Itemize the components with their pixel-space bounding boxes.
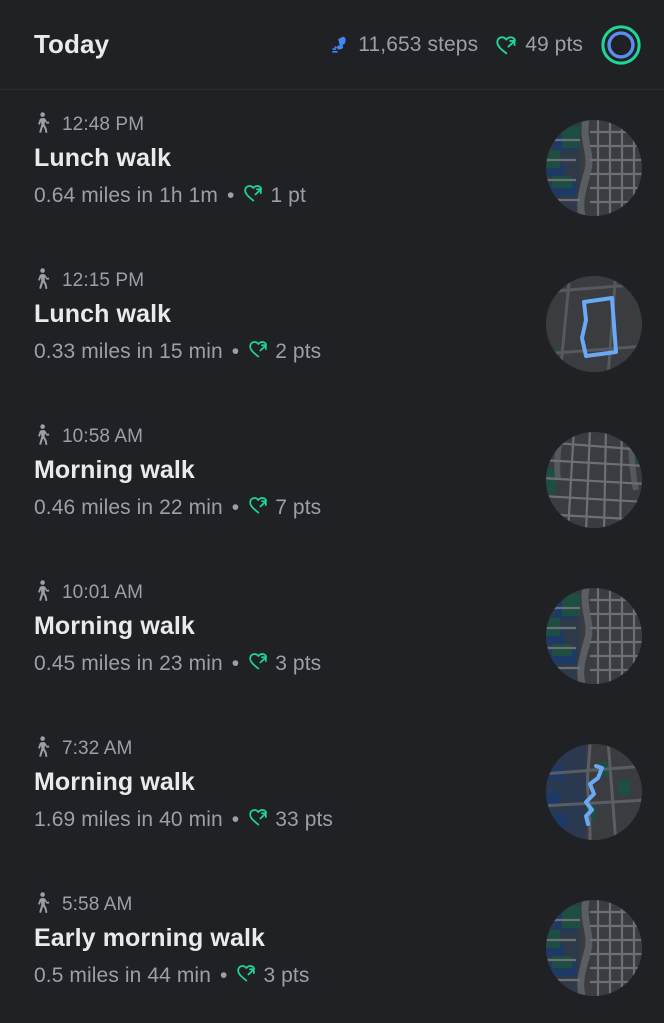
activity-time: 12:48 PM bbox=[62, 114, 145, 135]
activity-details: 12:48 PM Lunch walk 0.64 miles in 1h 1m … bbox=[34, 111, 546, 209]
activity-stats: 0.33 miles in 15 min • 2 pts bbox=[34, 339, 546, 365]
walking-person-icon bbox=[34, 111, 51, 139]
walking-person-icon bbox=[34, 579, 51, 607]
activity-stats: 0.45 miles in 23 min • 3 pts bbox=[34, 651, 546, 677]
stats-separator: • bbox=[231, 808, 240, 831]
activity-stats: 1.69 miles in 40 min • 33 pts bbox=[34, 807, 546, 833]
activity-points: 3 pts bbox=[275, 652, 322, 675]
heart-arrow-icon bbox=[243, 183, 265, 209]
heart-arrow-icon bbox=[236, 963, 258, 989]
activity-points: 7 pts bbox=[275, 496, 322, 519]
stats-separator: • bbox=[227, 184, 235, 207]
activity-distance-duration: 0.64 miles in 1h 1m bbox=[34, 184, 218, 207]
stats-separator: • bbox=[231, 496, 240, 519]
activity-details: 10:01 AM Morning walk 0.45 miles in 23 m… bbox=[34, 579, 546, 677]
activity-map-thumbnail[interactable] bbox=[546, 120, 642, 216]
activity-points: 2 pts bbox=[275, 340, 322, 363]
activity-time-line: 12:15 PM bbox=[34, 267, 546, 295]
points-stat[interactable]: 49 pts bbox=[495, 33, 583, 57]
activity-title: Morning walk bbox=[34, 612, 195, 640]
activity-details: 12:15 PM Lunch walk 0.33 miles in 15 min… bbox=[34, 267, 546, 365]
walking-person-icon bbox=[34, 267, 51, 295]
steps-stat[interactable]: 11,653 steps bbox=[330, 33, 478, 57]
activity-distance-duration: 0.46 miles in 22 min bbox=[34, 496, 223, 519]
activity-row[interactable]: 10:58 AM Morning walk 0.46 miles in 22 m… bbox=[0, 402, 664, 558]
activity-stats: 0.46 miles in 22 min • 7 pts bbox=[34, 495, 546, 521]
activity-time: 5:58 AM bbox=[62, 894, 133, 915]
points-value: 49 pts bbox=[525, 32, 583, 56]
activity-title: Morning walk bbox=[34, 768, 195, 796]
stats-separator: • bbox=[231, 340, 240, 363]
activity-map-thumbnail[interactable] bbox=[546, 900, 642, 996]
activity-time-line: 10:01 AM bbox=[34, 579, 546, 607]
heart-arrow-icon bbox=[248, 339, 270, 365]
activity-stats: 0.5 miles in 44 min • 3 pts bbox=[34, 963, 546, 989]
activity-distance-duration: 0.33 miles in 15 min bbox=[34, 340, 223, 363]
steps-value: 11,653 steps bbox=[358, 32, 479, 56]
activity-time-line: 5:58 AM bbox=[34, 891, 546, 919]
activity-time-line: 12:48 PM bbox=[34, 111, 546, 139]
activity-title: Lunch walk bbox=[34, 300, 172, 328]
activity-distance-duration: 0.45 miles in 23 min bbox=[34, 652, 223, 675]
activity-details: 10:58 AM Morning walk 0.46 miles in 22 m… bbox=[34, 423, 546, 521]
activity-time: 10:01 AM bbox=[62, 582, 144, 603]
heart-arrow-icon bbox=[495, 34, 519, 56]
activity-distance-duration: 0.5 miles in 44 min bbox=[34, 964, 211, 987]
activity-points: 3 pts bbox=[263, 964, 310, 987]
stats-separator: • bbox=[219, 964, 228, 987]
activity-map-thumbnail[interactable] bbox=[546, 276, 642, 372]
activity-row[interactable]: 12:15 PM Lunch walk 0.33 miles in 15 min… bbox=[0, 246, 664, 402]
activity-map-thumbnail[interactable] bbox=[546, 744, 642, 840]
activity-row[interactable]: 7:32 AM Morning walk 1.69 miles in 40 mi… bbox=[0, 714, 664, 870]
activity-points: 1 pt bbox=[270, 184, 306, 207]
page-title: Today bbox=[34, 29, 110, 59]
goal-progress-ring-icon[interactable] bbox=[600, 24, 642, 66]
activity-row[interactable]: 5:58 AM Early morning walk 0.5 miles in … bbox=[0, 870, 664, 1023]
heart-arrow-icon bbox=[248, 807, 270, 833]
walking-person-icon bbox=[34, 423, 51, 451]
activity-map-thumbnail[interactable] bbox=[546, 432, 642, 528]
activity-time: 12:15 PM bbox=[62, 270, 145, 291]
activity-time-line: 10:58 AM bbox=[34, 423, 546, 451]
activity-title: Early morning walk bbox=[34, 924, 266, 952]
activity-distance-duration: 1.69 miles in 40 min bbox=[34, 808, 223, 831]
activity-row[interactable]: 12:48 PM Lunch walk 0.64 miles in 1h 1m … bbox=[0, 90, 664, 246]
header-stats: 11,653 steps 49 pts bbox=[330, 24, 642, 66]
heart-arrow-icon bbox=[248, 495, 270, 521]
walking-person-icon bbox=[34, 891, 51, 919]
shoe-steps-icon bbox=[330, 34, 352, 56]
header-bar: Today 11,653 steps bbox=[0, 0, 664, 90]
walking-person-icon bbox=[34, 735, 51, 763]
activity-stats: 0.64 miles in 1h 1m • 1 pt bbox=[34, 183, 546, 209]
activity-title: Lunch walk bbox=[34, 144, 172, 172]
activity-details: 7:32 AM Morning walk 1.69 miles in 40 mi… bbox=[34, 735, 546, 833]
activity-time: 7:32 AM bbox=[62, 738, 133, 759]
activity-title: Morning walk bbox=[34, 456, 195, 484]
activity-points: 33 pts bbox=[275, 808, 334, 831]
activity-details: 5:58 AM Early morning walk 0.5 miles in … bbox=[34, 891, 546, 989]
activity-time-line: 7:32 AM bbox=[34, 735, 546, 763]
activity-time: 10:58 AM bbox=[62, 426, 144, 447]
activity-map-thumbnail[interactable] bbox=[546, 588, 642, 684]
activity-row[interactable]: 10:01 AM Morning walk 0.45 miles in 23 m… bbox=[0, 558, 664, 714]
heart-arrow-icon bbox=[248, 651, 270, 677]
stats-separator: • bbox=[231, 652, 240, 675]
activity-list: 12:48 PM Lunch walk 0.64 miles in 1h 1m … bbox=[0, 90, 664, 1023]
